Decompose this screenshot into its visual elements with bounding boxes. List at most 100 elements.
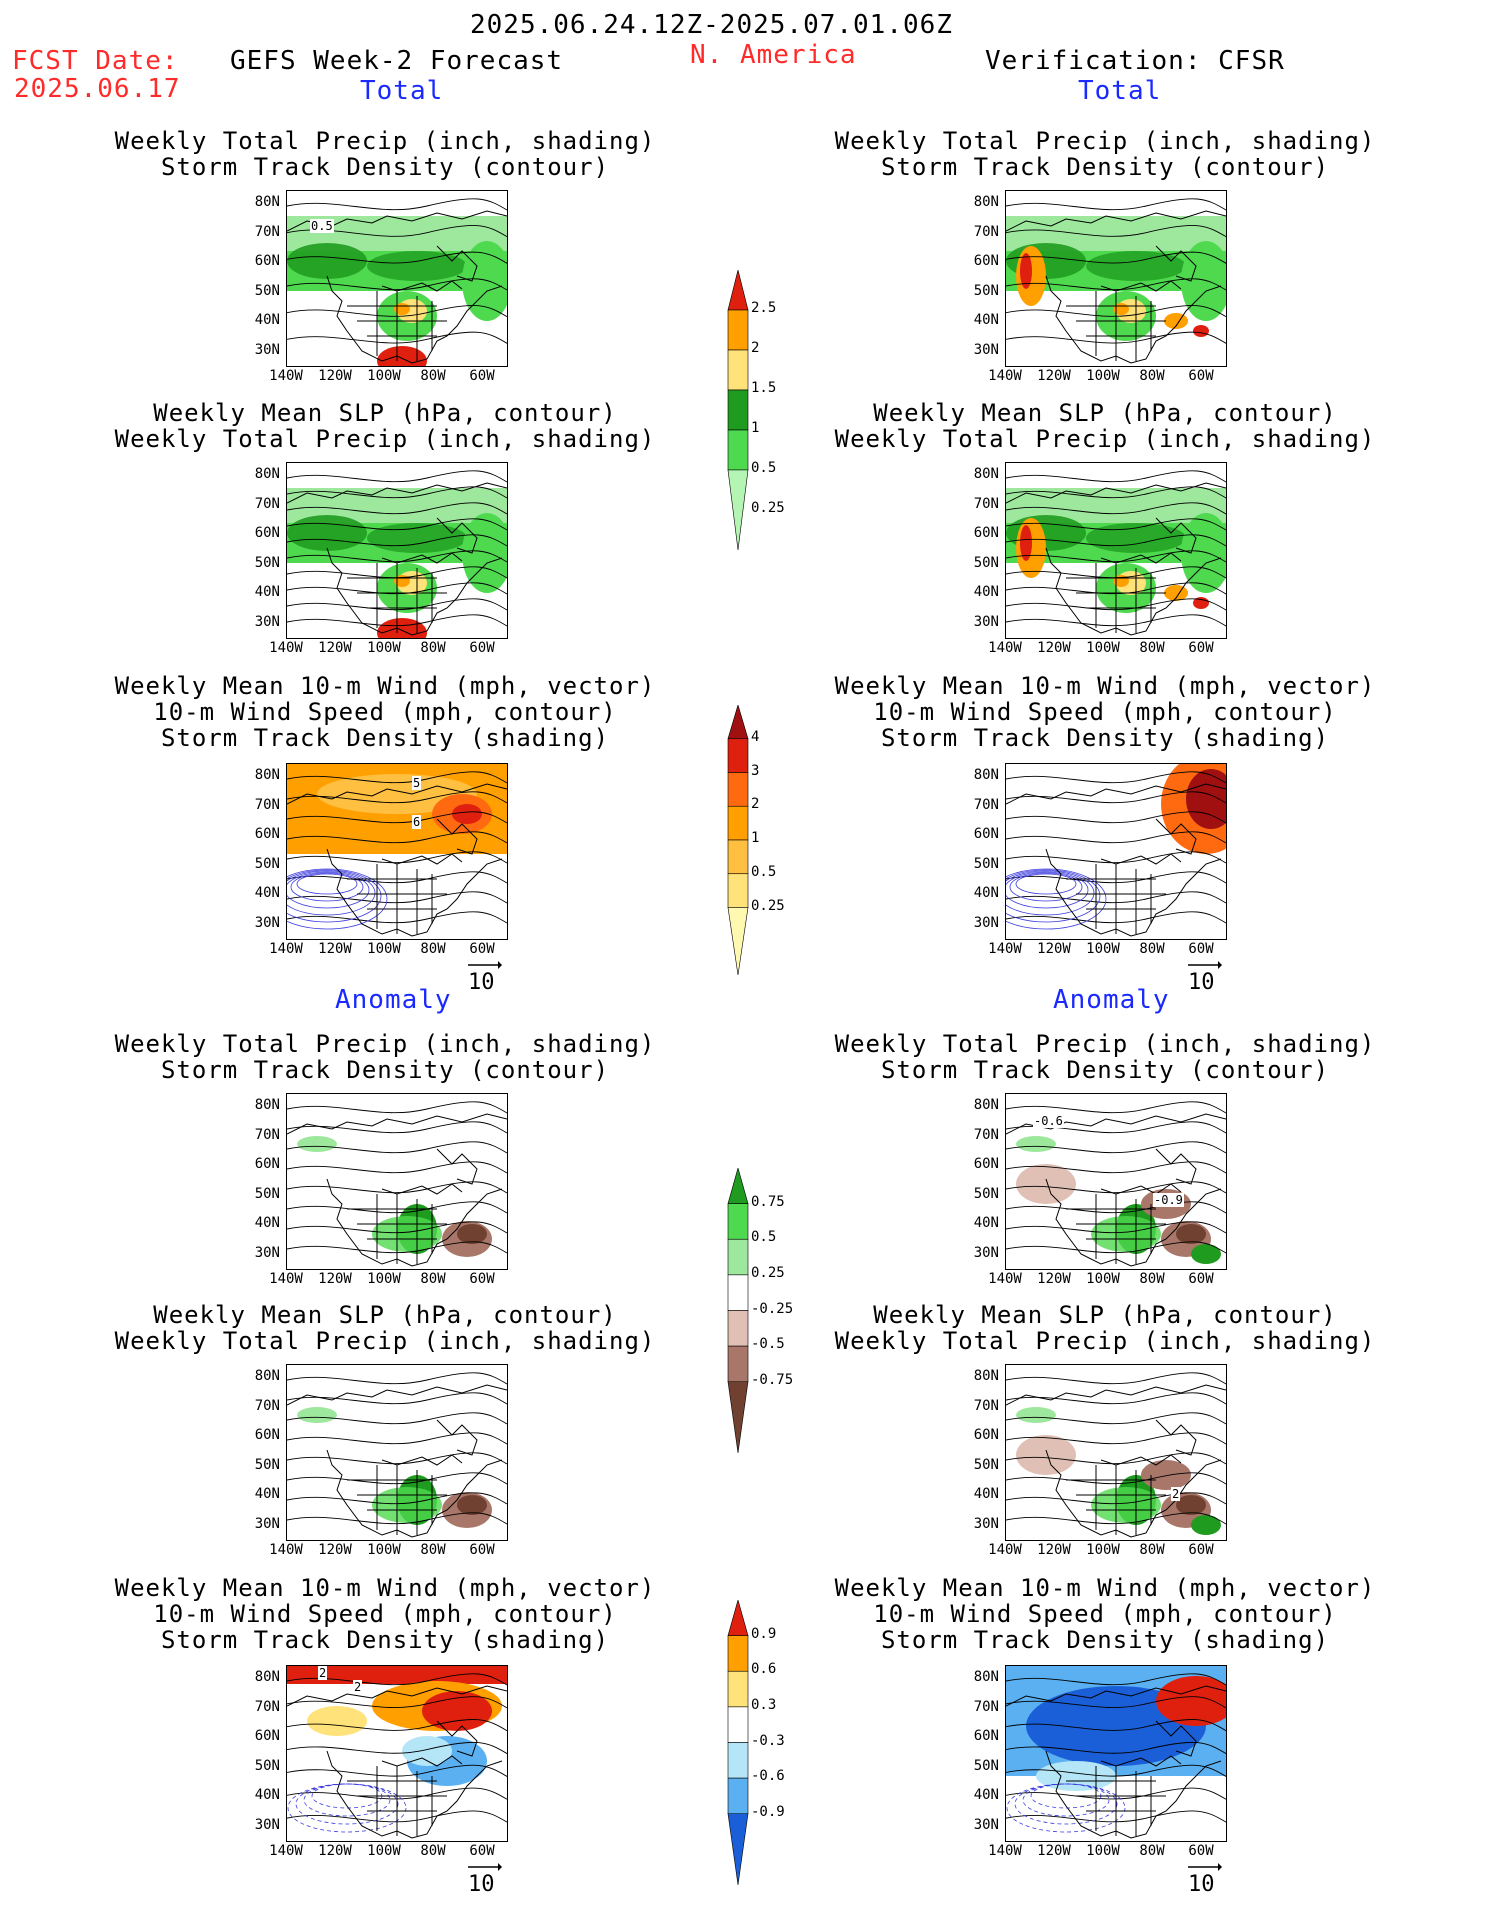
lat-tick: 80N	[973, 1669, 999, 1685]
map-panel-fcst-total-wind	[286, 763, 508, 940]
colorbar-label: 0.9	[751, 1625, 777, 1642]
lon-tick: 60W	[1188, 368, 1214, 384]
lat-tick: 60N	[973, 525, 999, 541]
map-plot-fcst-anom-precip	[287, 1101, 507, 1267]
lat-tick: 50N	[973, 1757, 999, 1774]
lon-tick: 120W	[1037, 1843, 1071, 1859]
lat-tick: 70N	[973, 796, 999, 813]
lat-tick: 40N	[254, 1486, 280, 1502]
lon-tick: 100W	[1086, 1843, 1120, 1859]
lon-tick: 100W	[367, 1271, 401, 1287]
lat-tick: 40N	[973, 1486, 999, 1502]
lat-tick: 80N	[973, 1097, 999, 1113]
lon-tick: 140W	[269, 640, 303, 656]
lon-tick: 120W	[318, 1542, 352, 1558]
lon-tick: 80W	[1139, 368, 1165, 384]
colorbar-label: -0.25	[751, 1300, 794, 1317]
lon-tick: 120W	[318, 368, 352, 384]
lon-tick: 100W	[1086, 368, 1120, 384]
left-heading: GEFS Week-2 Forecast	[230, 46, 564, 76]
lat-tick: 80N	[254, 466, 280, 482]
title-fcst-anom-slp: Weekly Mean SLP (hPa, contour) Weekly To…	[114, 1301, 656, 1355]
lon-tick: 80W	[420, 368, 446, 384]
map-plot-obs-anom-wind	[1006, 1666, 1226, 1839]
lat-tick: 60N	[254, 1427, 280, 1443]
lat-tick: 60N	[254, 253, 280, 269]
title-obs-total-precip: Weekly Total Precip (inch, shading) Stor…	[834, 127, 1376, 181]
vector-ref-value: 10	[468, 970, 495, 995]
lat-tick: 60N	[254, 1156, 280, 1172]
colorbar-label: 2	[751, 340, 760, 356]
lat-tick: 30N	[254, 914, 280, 931]
title-obs-anom-slp: Weekly Mean SLP (hPa, contour) Weekly To…	[834, 1301, 1376, 1355]
lon-tick: 120W	[1037, 941, 1071, 957]
map-panel-fcst-anom-wind	[286, 1665, 508, 1842]
colorbar-label: -0.9	[751, 1803, 785, 1820]
lon-tick: 60W	[1188, 1271, 1214, 1287]
lat-tick: 70N	[254, 495, 280, 512]
map-plot-obs-anom-slp	[1006, 1372, 1226, 1538]
lat-tick: 70N	[254, 1698, 280, 1715]
lon-tick: 100W	[367, 1843, 401, 1859]
lon-tick: 140W	[269, 941, 303, 957]
map-panel-obs-total-wind	[1005, 763, 1227, 940]
colorbar-label: -0.5	[751, 1336, 785, 1353]
colorbar-label: 1	[751, 830, 760, 846]
colorbar-label: 0.25	[751, 897, 785, 914]
map-plot-obs-anom-precip	[1006, 1101, 1226, 1267]
lat-tick: 70N	[254, 223, 280, 240]
lon-tick: 120W	[1037, 1271, 1071, 1287]
lon-tick: 80W	[1139, 941, 1165, 957]
lon-tick: 140W	[269, 1271, 303, 1287]
title-obs-anom-wind: Weekly Mean 10-m Wind (mph, vector) 10-m…	[834, 1574, 1376, 1654]
contour-label: 0.5	[310, 219, 334, 233]
lat-tick: 60N	[973, 1728, 999, 1744]
lat-tick: 70N	[973, 495, 999, 512]
lat-tick: 40N	[973, 885, 999, 901]
title-obs-anom-precip: Weekly Total Precip (inch, shading) Stor…	[834, 1030, 1376, 1084]
map-plot-fcst-total-precip	[287, 198, 507, 366]
lat-tick: 50N	[254, 554, 280, 571]
lon-tick: 120W	[318, 941, 352, 957]
lon-tick: 100W	[367, 941, 401, 957]
colorbar-storm_total	[727, 705, 749, 975]
lat-tick: 50N	[254, 855, 280, 872]
lon-tick: 80W	[1139, 1843, 1165, 1859]
map-panel-fcst-anom-slp	[286, 1364, 508, 1541]
lat-tick: 80N	[254, 194, 280, 210]
colorbar-label: -0.75	[751, 1371, 794, 1388]
lat-tick: 70N	[973, 1126, 999, 1143]
lat-tick: 50N	[254, 1456, 280, 1473]
colorbar-label: 1.5	[751, 380, 777, 396]
lon-tick: 120W	[1037, 640, 1071, 656]
title-obs-total-wind: Weekly Mean 10-m Wind (mph, vector) 10-m…	[834, 672, 1376, 752]
lat-tick: 70N	[254, 1126, 280, 1143]
vector-ref-obs-total: 10	[1188, 961, 1222, 995]
map-panel-fcst-total-slp	[286, 462, 508, 639]
map-plot-fcst-anom-slp	[287, 1372, 507, 1538]
lat-tick: 40N	[254, 885, 280, 901]
lon-tick: 140W	[269, 1542, 303, 1558]
lon-tick: 140W	[988, 1843, 1022, 1859]
contour-label: -0.6	[1033, 1114, 1064, 1128]
lon-tick: 100W	[367, 1542, 401, 1558]
colorbar-label: 0.25	[751, 1264, 785, 1281]
map-plot-obs-total-slp	[1006, 470, 1226, 636]
lat-tick: 30N	[254, 1515, 280, 1532]
lat-tick: 40N	[973, 312, 999, 328]
lat-tick: 30N	[973, 341, 999, 358]
lat-tick: 50N	[973, 855, 999, 872]
fcst-date: 2025.06.17	[14, 74, 181, 104]
contour-label: 6	[412, 815, 422, 829]
colorbar-label: 2	[751, 796, 760, 813]
lat-tick: 60N	[254, 826, 280, 842]
lat-tick: 50N	[254, 1185, 280, 1202]
contour-label: 5	[412, 776, 422, 790]
lat-tick: 80N	[254, 1097, 280, 1113]
map-panel-obs-total-precip	[1005, 190, 1227, 367]
lat-tick: 80N	[254, 1669, 280, 1685]
lat-tick: 60N	[973, 253, 999, 269]
map-plot-obs-total-precip	[1006, 198, 1226, 364]
lat-tick: 30N	[254, 1816, 280, 1833]
vector-ref-obs-anom: 10	[1188, 1863, 1222, 1897]
